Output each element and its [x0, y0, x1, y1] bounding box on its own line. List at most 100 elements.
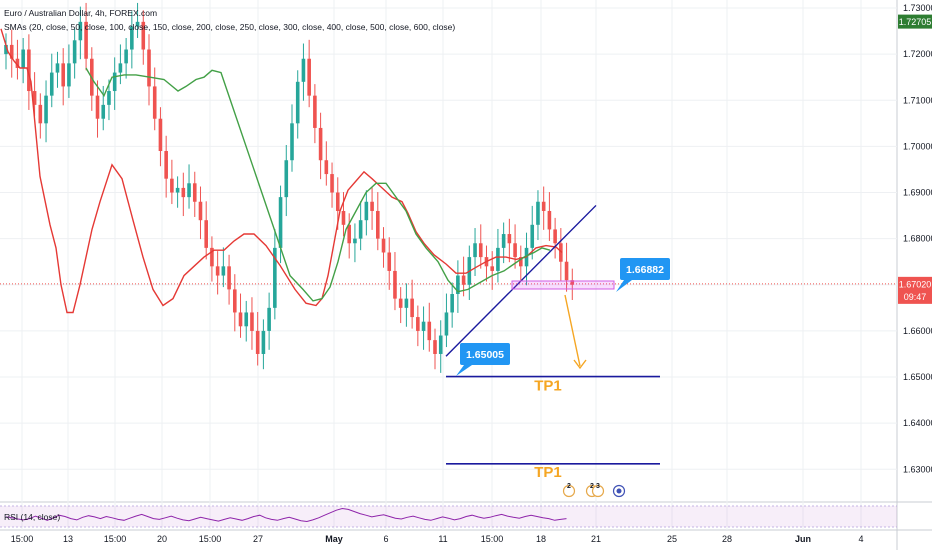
time-tick-label: 15:00 [199, 534, 222, 544]
candle-body [519, 257, 523, 267]
price-tick-label: 1.65000 [903, 372, 932, 382]
candle-body [61, 63, 65, 87]
candle-body [273, 247, 277, 308]
candle-body [135, 21, 140, 27]
price-tick-label: 1.70000 [903, 141, 932, 151]
candle-body [4, 44, 8, 55]
candle-body [416, 317, 420, 331]
candle-body [38, 104, 43, 124]
candle-body [433, 340, 437, 354]
event-badge [562, 484, 576, 498]
candle-body [49, 72, 54, 96]
resistance-zone [511, 280, 615, 290]
time-tick-label: 15:00 [481, 534, 504, 544]
target-arrow-head [573, 359, 587, 370]
candle-body [461, 275, 466, 285]
tp-label: TP1 [534, 378, 562, 395]
candle-body [67, 63, 71, 87]
candle-body [147, 49, 151, 87]
candle-body [301, 58, 306, 82]
candle-body [313, 95, 317, 128]
time-tick-label: 25 [667, 534, 677, 544]
time-tick-label: 20 [157, 534, 167, 544]
candle-body [130, 26, 134, 50]
candle-body [530, 224, 535, 248]
candle-body [547, 210, 552, 230]
candle-body [255, 330, 260, 354]
price-tick-label: 1.69000 [903, 188, 932, 198]
candle-body [364, 201, 369, 221]
candle-body [198, 201, 203, 221]
candle-body [341, 210, 346, 225]
candle-body [55, 63, 60, 73]
candle-body [564, 261, 569, 281]
candle-body [204, 220, 208, 248]
candle-body [507, 234, 512, 244]
candle-body [284, 160, 289, 198]
candle-body [32, 91, 37, 105]
rsi-legend[interactable]: RSI (14, close) [4, 512, 61, 522]
last-price-badge [898, 14, 932, 29]
price-tick-label: 1.71000 [903, 95, 932, 105]
time-tick-label: 6 [383, 534, 388, 544]
sma-legend[interactable]: SMAs (20, close, 50, close, 100, close, … [4, 22, 456, 32]
candle-body [164, 151, 168, 179]
candle-body [175, 187, 180, 193]
candle-body [107, 91, 111, 105]
tp-label: TP1 [534, 464, 562, 481]
candle-body [9, 44, 14, 59]
candle-body [72, 40, 77, 64]
symbol-legend[interactable]: Euro / Australian Dollar, 4h, FOREX.com [4, 8, 158, 18]
time-tick-label: 28 [722, 534, 732, 544]
last-price-label: 1.72705 [899, 17, 932, 27]
candle-body [250, 312, 254, 331]
candle-body [387, 252, 392, 271]
callout-pointer [616, 280, 632, 292]
candle-body [398, 298, 403, 308]
candle-body [370, 201, 374, 211]
price-axis[interactable]: 1.73000 1.72000 1.71000 1.70000 1.69000 1.680… [898, 3, 932, 474]
current-price-label: 1.67020 [899, 279, 932, 289]
event-badge [591, 484, 605, 498]
time-tick-label: 21 [591, 534, 601, 544]
candle-body [187, 183, 191, 198]
candle-body [233, 289, 237, 313]
time-axis[interactable]: 15:00 13 15:00 20 15:00 27 May 6 11 15:00 18 21 25 28… [11, 534, 864, 544]
candle-body [44, 95, 48, 124]
candle-body [541, 201, 546, 211]
rsi-band [0, 506, 897, 527]
candle-body [410, 298, 414, 318]
candlestick-series [4, 2, 575, 373]
time-tick-label: 15:00 [104, 534, 127, 544]
time-tick-label: 15:00 [11, 534, 34, 544]
candle-body [192, 183, 197, 202]
candle-body [141, 21, 146, 50]
price-callout-label: 1.65005 [466, 349, 504, 361]
candle-body [501, 234, 506, 248]
candle-body [215, 266, 220, 276]
candle-body [21, 49, 25, 68]
candle-body [335, 192, 340, 211]
candle-body [267, 307, 271, 331]
candle-body [553, 229, 557, 244]
price-tick-label: 1.63000 [903, 464, 932, 474]
candle-body [261, 330, 266, 354]
candle-body [324, 160, 329, 175]
candle-body [376, 210, 380, 239]
price-tick-label: 1.66000 [903, 326, 932, 336]
time-tick-label: Jun [795, 534, 811, 544]
candle-body [536, 201, 540, 225]
candle-body [27, 49, 31, 92]
candle-body [158, 118, 163, 152]
candle-body [444, 312, 449, 336]
time-tick-label: May [325, 534, 343, 544]
candle-body [152, 86, 157, 119]
candle-body [318, 127, 323, 161]
candle-body [307, 58, 311, 96]
candle-body [118, 63, 123, 73]
candle-body [456, 275, 460, 295]
candle-body [290, 123, 294, 161]
candle-body [124, 49, 128, 64]
